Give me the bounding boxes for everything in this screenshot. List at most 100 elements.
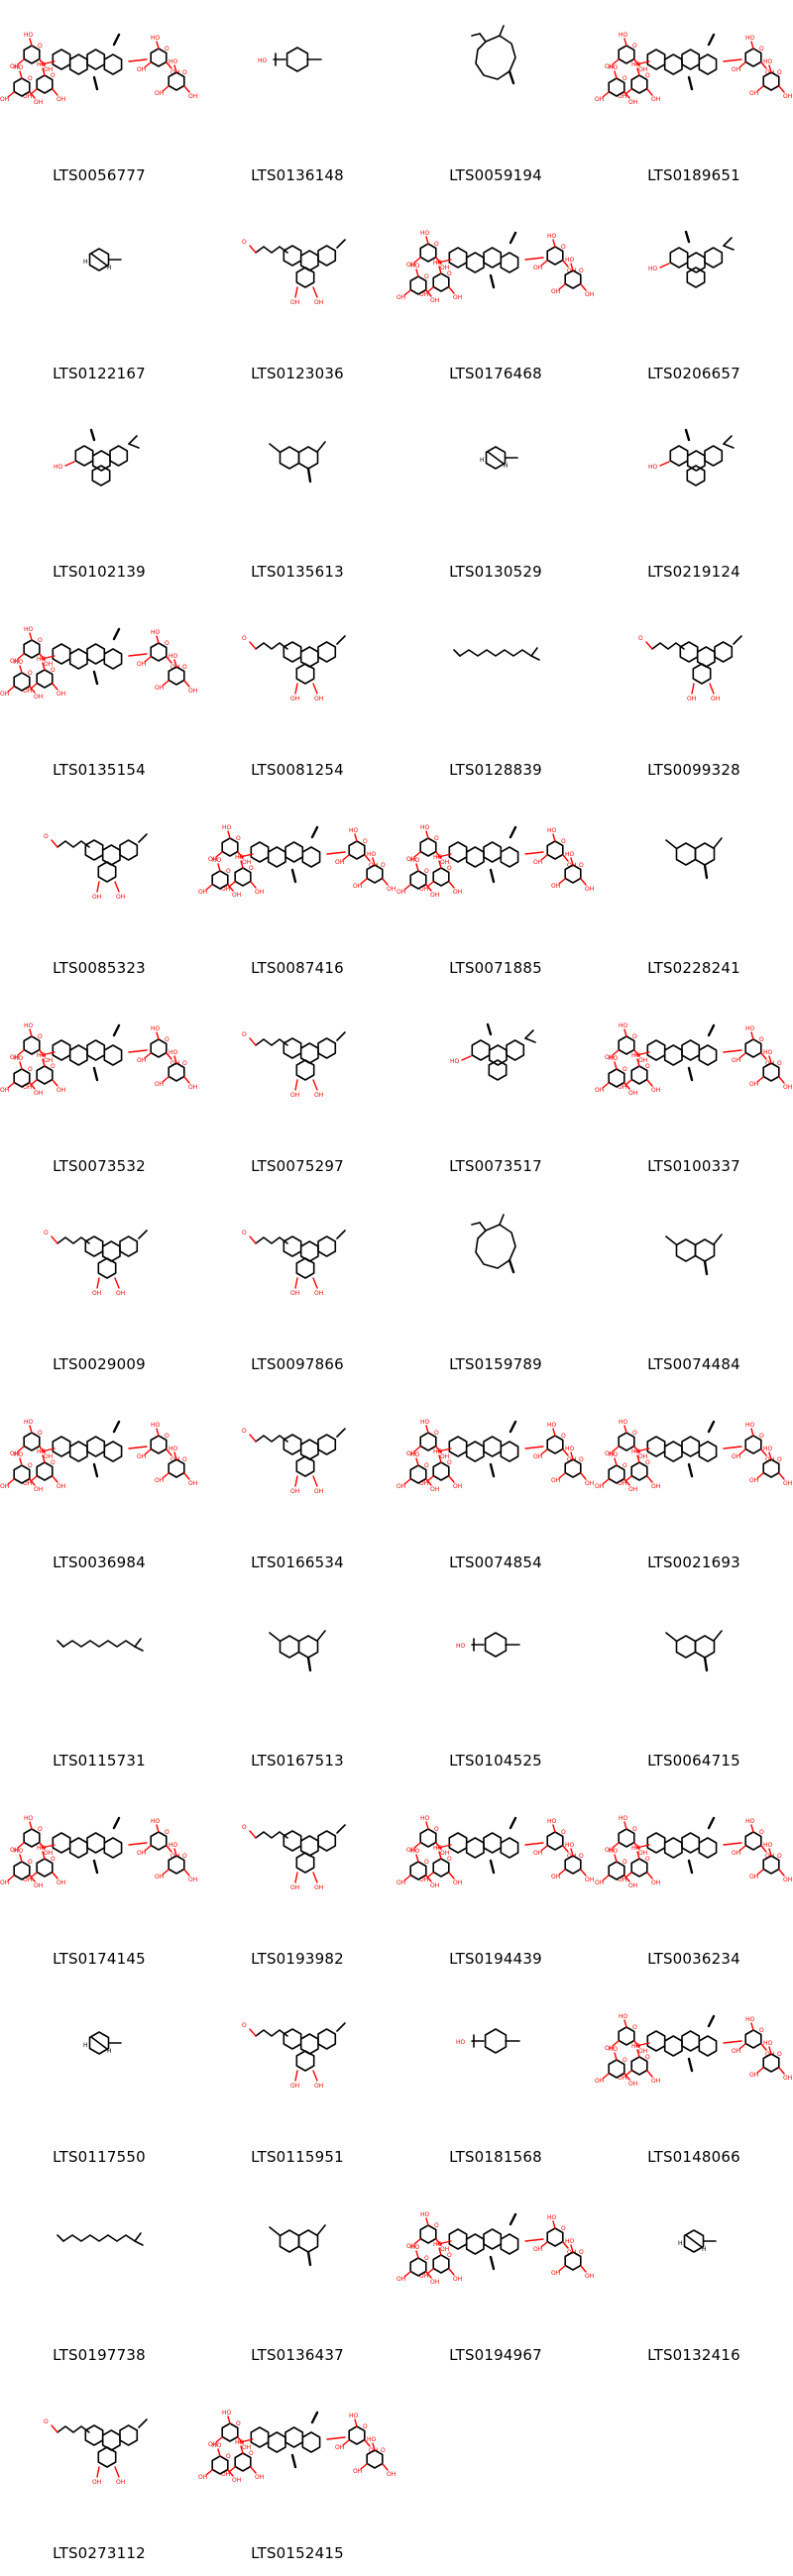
- molecule-id-label: LTS0102139: [53, 563, 146, 581]
- molecule-id-label: LTS0130529: [449, 563, 542, 581]
- svg-text:OH: OH: [783, 1084, 792, 1091]
- svg-text:OH: OH: [10, 1450, 19, 1457]
- svg-text:OH: OH: [290, 2083, 299, 2090]
- svg-text:O: O: [242, 1428, 247, 1435]
- svg-text:HO: HO: [410, 1451, 420, 1458]
- svg-text:OH: OH: [453, 1879, 462, 1886]
- molecule-id-label: LTS0021693: [647, 1554, 740, 1571]
- polycyclic-molecule-icon: O OH OH: [44, 2418, 148, 2486]
- svg-text:H: H: [504, 463, 509, 470]
- svg-text:OH: OH: [188, 1877, 197, 1883]
- molecule-cell: LTS0135613: [198, 396, 396, 594]
- svg-text:OH: OH: [0, 1483, 9, 1490]
- svg-text:O: O: [182, 69, 187, 76]
- svg-text:O: O: [777, 2051, 782, 2058]
- svg-text:H: H: [83, 2042, 88, 2049]
- svg-text:OH: OH: [732, 66, 740, 73]
- svg-text:OH: OH: [198, 2474, 207, 2481]
- svg-text:HO: HO: [547, 2214, 557, 2221]
- small-ring-molecule-icon: HO: [456, 2028, 520, 2054]
- molecule-id-label: LTS0219124: [647, 563, 740, 581]
- svg-text:OH: OH: [57, 1483, 65, 1490]
- polycyclic-molecule-icon: HO: [648, 428, 735, 486]
- svg-text:OH: OH: [155, 90, 164, 97]
- svg-text:O: O: [165, 640, 170, 647]
- bicyclic-molecule-icon: [269, 1630, 326, 1672]
- molecule-cell: O OH OH LTS0075297: [198, 991, 396, 1189]
- molecule-id-label: LTS0029009: [53, 1355, 146, 1373]
- svg-text:OH: OH: [651, 2078, 660, 2085]
- svg-text:HO: HO: [547, 1818, 557, 1825]
- svg-text:O: O: [38, 1033, 43, 1040]
- svg-text:HO: HO: [410, 857, 420, 864]
- svg-text:OH: OH: [732, 2048, 740, 2055]
- svg-text:HO: HO: [212, 857, 222, 864]
- molecule-cell: O OH OH HO O OH OH HO O OH OH HO O OH OH HO O OH OH HO LTS01…: [0, 1783, 198, 1982]
- molecule-cell: LTS0064715: [595, 1585, 793, 1783]
- molecule-cell: O OH OH HO O OH OH HO O OH OH HO O OH OH HO O OH OH HO LTS00…: [0, 0, 198, 198]
- svg-text:HO: HO: [619, 2013, 628, 2020]
- svg-text:O: O: [777, 1853, 782, 1860]
- molecule-cell: HO LTS0073517: [396, 991, 595, 1189]
- svg-text:O: O: [777, 1060, 782, 1067]
- svg-text:OH: OH: [353, 2468, 362, 2475]
- svg-text:OH: OH: [430, 892, 439, 899]
- svg-text:OH: OH: [783, 1480, 792, 1487]
- molecule-cell: O OH OH LTS0123036: [198, 198, 396, 396]
- svg-text:OH: OH: [595, 1087, 604, 1094]
- svg-text:HO: HO: [609, 1451, 619, 1458]
- svg-text:O: O: [38, 1826, 43, 1833]
- svg-text:HO: HO: [609, 64, 619, 71]
- svg-text:HO: HO: [420, 2211, 430, 2218]
- svg-text:OH: OH: [314, 1488, 323, 1495]
- svg-text:HO: HO: [420, 1815, 430, 1822]
- svg-text:OH: OH: [92, 894, 101, 901]
- molecule-cell: O OH OH HO O OH OH HO O OH OH HO O OH OH HO O OH OH HO LTS01…: [595, 1982, 793, 2180]
- svg-text:O: O: [38, 637, 43, 644]
- svg-text:HO: HO: [14, 659, 24, 666]
- svg-text:HO: HO: [619, 1419, 628, 1426]
- svg-text:O: O: [182, 1060, 187, 1067]
- molecule-id-label: LTS0087416: [251, 959, 344, 977]
- svg-text:H: H: [107, 265, 112, 271]
- svg-text:HO: HO: [565, 851, 575, 858]
- molecule-cell: HO LTS0206657: [595, 198, 793, 396]
- svg-text:OH: OH: [453, 1483, 462, 1490]
- svg-text:HO: HO: [212, 2442, 222, 2449]
- svg-text:OH: OH: [605, 2045, 614, 2052]
- svg-text:O: O: [434, 835, 439, 842]
- molecule-id-label: LTS0071885: [449, 959, 542, 977]
- polycyclic-molecule-icon: O OH OH: [242, 1428, 346, 1495]
- svg-text:OH: OH: [155, 1477, 164, 1484]
- molecule-cell: O OH OH LTS0097866: [198, 1189, 396, 1387]
- svg-text:OH: OH: [551, 1874, 560, 1880]
- svg-text:O: O: [434, 241, 439, 248]
- svg-text:O: O: [759, 1433, 764, 1440]
- svg-text:O: O: [249, 865, 254, 872]
- molecule-id-label: LTS0181568: [449, 2148, 542, 2166]
- svg-text:OH: OH: [34, 1882, 43, 1889]
- molecule-cell: O OH OH LTS0081254: [198, 594, 396, 793]
- svg-text:OH: OH: [314, 1290, 323, 1297]
- svg-text:HO: HO: [169, 653, 178, 660]
- svg-text:O: O: [777, 1456, 782, 1463]
- molecule-id-label: LTS0152415: [251, 2544, 344, 2562]
- svg-text:OH: OH: [651, 1087, 660, 1094]
- svg-text:O: O: [51, 1459, 56, 1466]
- svg-text:OH: OH: [419, 291, 428, 298]
- svg-text:O: O: [424, 2255, 429, 2262]
- svg-text:OH: OH: [314, 1092, 323, 1099]
- svg-text:O: O: [623, 2057, 627, 2064]
- bicyclic-molecule-icon: HH: [678, 2229, 717, 2253]
- svg-text:O: O: [579, 268, 584, 274]
- svg-text:O: O: [777, 69, 782, 76]
- svg-text:OH: OH: [618, 93, 626, 100]
- small-ring-molecule-icon: HO: [456, 1632, 520, 1658]
- molecule-cell: HO LTS0136148: [198, 0, 396, 198]
- svg-text:OH: OH: [749, 1081, 758, 1088]
- molecule-id-label: LTS0206657: [647, 365, 740, 382]
- svg-text:HO: HO: [619, 32, 628, 39]
